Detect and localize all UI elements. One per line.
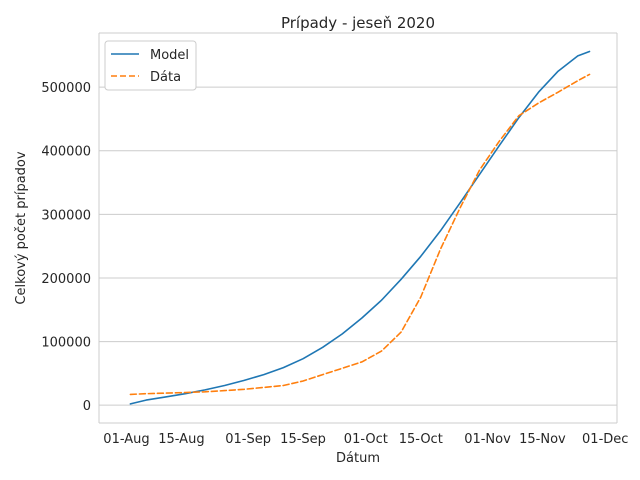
- chart-title: Prípady - jeseň 2020: [281, 14, 435, 32]
- x-tick-label: 01-Aug: [103, 432, 149, 447]
- x-tick-label: 01-Sep: [225, 432, 271, 447]
- series-layer: [129, 50, 591, 405]
- legend-label-data: Dáta: [150, 70, 181, 85]
- series-line-data: [129, 73, 591, 396]
- x-tick-label: 15-Nov: [519, 432, 566, 447]
- y-axis-label: Celkový počet prípadov: [14, 151, 29, 304]
- x-tick-label: 15-Aug: [158, 432, 204, 447]
- axes-frame: [98, 32, 618, 424]
- plot-background: [99, 33, 617, 423]
- x-tick-label: 01-Dec: [582, 432, 628, 447]
- legend-label-model: Model: [150, 48, 189, 63]
- x-tick-label: 15-Oct: [399, 432, 443, 447]
- x-axis-label: Dátum: [336, 451, 380, 466]
- y-tick-label: 400000: [41, 145, 91, 160]
- y-tick-label: 300000: [41, 208, 91, 223]
- series-line-model: [129, 50, 591, 405]
- legend: Model Dáta: [104, 40, 197, 91]
- x-tick-label: 15-Sep: [280, 432, 326, 447]
- x-tick-label: 01-Nov: [464, 432, 511, 447]
- y-tick-label: 500000: [41, 81, 91, 96]
- x-tick-label: 01-Oct: [344, 432, 388, 447]
- y-tick-label: 0: [83, 399, 91, 414]
- y-tick-label: 200000: [41, 272, 91, 287]
- y-axis-ticks: 0 100000 200000 300000 400000 500000: [41, 81, 91, 414]
- y-tick-label: 100000: [41, 336, 91, 351]
- x-axis-ticks: 01-Aug 15-Aug 01-Sep 15-Sep 01-Oct 15-Oct 01-N…: [103, 432, 628, 447]
- gridlines: [99, 86, 617, 406]
